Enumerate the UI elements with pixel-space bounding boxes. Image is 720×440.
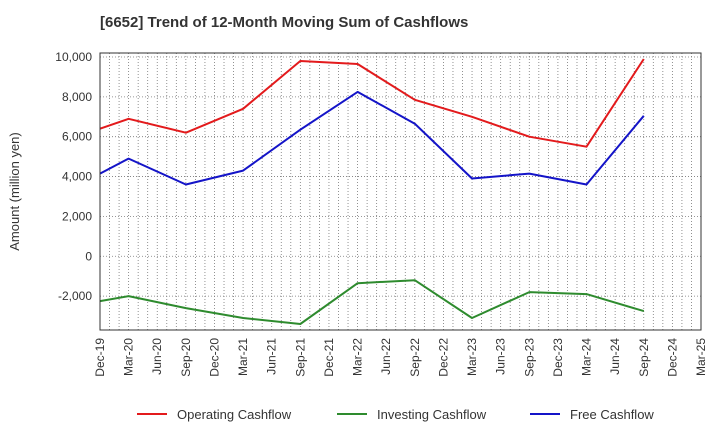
x-tick-label: Sep-21	[293, 338, 307, 377]
y-tick-label: 0	[85, 249, 92, 263]
legend-label: Free Cashflow	[570, 407, 654, 422]
y-tick-label: 4,000	[62, 170, 92, 184]
x-tick-label: Jun-23	[494, 338, 508, 375]
y-tick-label: -2,000	[58, 289, 92, 303]
x-tick-label: Jun-22	[379, 338, 393, 375]
legend-label: Investing Cashflow	[377, 407, 487, 422]
x-tick-label: Sep-23	[522, 338, 536, 377]
x-tick-label: Dec-22	[436, 338, 450, 377]
chart-title: [6652] Trend of 12-Month Moving Sum of C…	[100, 14, 469, 31]
x-tick-label: Dec-21	[322, 338, 336, 377]
legend-item-investing-cashflow: Investing Cashflow	[337, 407, 487, 422]
series-lines	[99, 58, 645, 325]
y-tick-labels: -2,000 0 2,000 4,000 6,000 8,000 10,000	[55, 50, 92, 303]
x-tick-label: Sep-24	[637, 338, 651, 377]
legend: Operating Cashflow Investing Cashflow Free…	[137, 407, 654, 422]
legend-label: Operating Cashflow	[177, 407, 292, 422]
x-tick-label: Dec-20	[207, 338, 221, 377]
free-cashflow-line	[99, 90, 645, 186]
grid-lines	[100, 53, 701, 330]
x-tick-label: Jun-21	[265, 338, 279, 375]
x-tick-label: Mar-22	[351, 338, 365, 376]
x-tick-label: Sep-22	[408, 338, 422, 377]
x-tick-label: Mar-24	[580, 338, 594, 376]
x-tick-label: Dec-24	[665, 338, 679, 377]
legend-item-operating-cashflow: Operating Cashflow	[137, 407, 292, 422]
x-tick-label: Dec-19	[93, 338, 107, 377]
y-axis-title: Amount (million yen)	[7, 132, 22, 251]
x-tick-labels: Dec-19 Mar-20 Jun-20 Sep-20 Dec-20 Mar-21 Jun-…	[93, 338, 708, 377]
x-tick-label: Mar-20	[122, 338, 136, 376]
legend-item-free-cashflow: Free Cashflow	[530, 407, 654, 422]
operating-cashflow-line	[99, 58, 645, 148]
plot-frame	[99, 52, 702, 331]
x-tick-label: Dec-23	[551, 338, 565, 377]
y-tick-label: 6,000	[62, 130, 92, 144]
investing-cashflow-line	[99, 279, 645, 325]
y-tick-label: 2,000	[62, 209, 92, 223]
y-tick-label: 10,000	[55, 50, 92, 64]
x-tick-label: Mar-25	[694, 338, 708, 376]
x-tick-label: Mar-21	[236, 338, 250, 376]
x-tick-label: Sep-20	[179, 338, 193, 377]
x-tick-label: Mar-23	[465, 338, 479, 376]
x-tick-label: Jun-20	[150, 338, 164, 375]
y-tick-label: 8,000	[62, 90, 92, 104]
x-tick-label: Jun-24	[608, 338, 622, 375]
